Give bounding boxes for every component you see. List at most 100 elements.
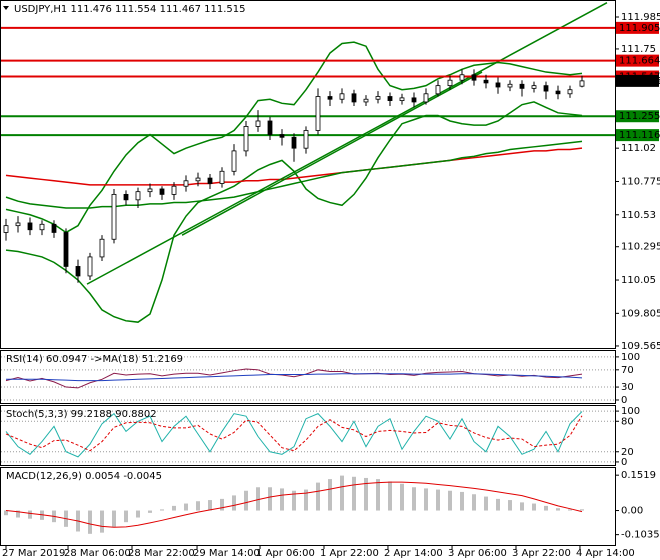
stoch-pane — [0, 405, 616, 466]
candle-body — [123, 193, 129, 201]
indicator-line — [5, 415, 583, 452]
header-item: 51.2169 — [142, 354, 183, 365]
candle-body — [111, 193, 117, 240]
candle-body — [483, 79, 489, 84]
candle-body — [567, 89, 573, 95]
histogram-bar — [136, 510, 140, 518]
candle-body — [51, 223, 57, 233]
macd-pane — [0, 467, 616, 546]
candle-body — [459, 74, 465, 81]
indicator-line — [6, 373, 583, 382]
candle-body — [351, 93, 357, 103]
histogram-bar — [304, 489, 308, 511]
pane-header: USDJPY,H1 111.476 111.554 111.467 111.51… — [14, 4, 245, 15]
histogram-bar — [340, 475, 344, 511]
y-tick-label: 100 — [621, 352, 640, 363]
candle-body — [63, 232, 69, 267]
candle-body — [99, 238, 105, 258]
x-tick-label: 28 Mar 22:00 — [128, 548, 195, 559]
y-tick-label: 20 — [621, 447, 634, 458]
histogram-bar — [532, 503, 536, 511]
candle-body — [579, 80, 585, 87]
histogram-bar — [520, 502, 524, 511]
bollinger-band — [5, 41, 583, 234]
header-item: USDJPY,H1 — [14, 4, 67, 15]
histogram-bar — [364, 477, 368, 511]
candle-body — [171, 185, 177, 195]
header-item: 111.554 — [115, 4, 156, 15]
y-tick-label: 80 — [621, 416, 634, 427]
histogram-bar — [256, 487, 260, 511]
histogram-bar — [316, 482, 320, 511]
header-item: RSI(14) — [6, 354, 43, 365]
y-tick-label: 0 — [621, 457, 627, 468]
candle-body — [75, 266, 81, 277]
histogram-bar — [280, 488, 284, 511]
candle-body — [375, 96, 381, 100]
histogram-bar — [124, 510, 128, 523]
candle-body — [135, 191, 141, 201]
histogram-bar — [388, 481, 392, 511]
histogram-bar — [400, 483, 404, 511]
histogram-bar — [16, 510, 20, 518]
candle-body — [267, 120, 273, 135]
y-tick-label: 110.775 — [621, 176, 660, 187]
histogram-bar — [28, 510, 32, 519]
candle-body — [531, 85, 537, 89]
indicator-line — [5, 411, 583, 458]
x-tick-label: 3 Apr 22:00 — [512, 548, 571, 559]
candle-body — [387, 96, 393, 101]
histogram-bar — [232, 495, 236, 511]
x-tick-label: 28 Mar 06:00 — [64, 548, 131, 559]
pane-header: RSI(14) 60.0947 ->MA(18) 51.2169 — [6, 354, 183, 365]
candle-body — [183, 180, 189, 187]
trendline — [86, 2, 608, 285]
candle-body — [231, 150, 237, 172]
candle-body — [255, 120, 261, 127]
candle-body — [159, 188, 165, 195]
level-box — [616, 110, 659, 123]
x-tick-label: 2 Apr 14:00 — [384, 548, 443, 559]
header-item: MACD(12,26,9) — [6, 471, 82, 482]
moving-average — [5, 147, 583, 186]
header-item: 111.467 — [160, 4, 201, 15]
candle-body — [195, 177, 201, 182]
histogram-bar — [268, 487, 272, 511]
header-item: 0.0054 — [85, 471, 120, 482]
candle-body — [27, 222, 33, 231]
candle-body — [3, 225, 9, 233]
histogram-bar — [412, 487, 416, 511]
histogram-bar — [112, 510, 116, 527]
trendline — [181, 71, 483, 236]
histogram-bar — [220, 498, 224, 511]
header-item: 60.0947 — [46, 354, 87, 365]
header-item: 111.515 — [204, 4, 245, 15]
header-item: -0.0045 — [123, 471, 162, 482]
y-tick-label: 0.1519 — [621, 470, 656, 481]
candle-body — [555, 90, 561, 95]
histogram-bar — [184, 503, 188, 511]
histogram-bar — [556, 508, 560, 511]
candle-body — [399, 97, 405, 101]
candle-body — [435, 85, 441, 95]
y-tick-label: 110.05 — [621, 275, 656, 286]
histogram-bar — [568, 509, 572, 511]
candle-body — [411, 97, 417, 103]
main-pane — [0, 0, 616, 349]
level-box — [616, 54, 659, 67]
y-tick-label: 0 — [621, 395, 627, 406]
histogram-bar — [484, 496, 488, 511]
y-tick-label: 100 — [621, 406, 640, 417]
y-tick-label: 111.75 — [621, 44, 656, 55]
pane-header: MACD(12,26,9) 0.0054 -0.0045 — [6, 471, 162, 482]
x-tick-label: 4 Apr 14:00 — [576, 548, 635, 559]
candle-body — [423, 93, 429, 103]
header-item: Stoch(5,3,3) — [6, 409, 68, 420]
histogram-bar — [208, 500, 212, 511]
histogram-bar — [160, 509, 164, 511]
histogram-bar — [352, 476, 356, 511]
x-tick-label: 1 Apr 06:00 — [256, 548, 315, 559]
candle-body — [507, 83, 513, 88]
